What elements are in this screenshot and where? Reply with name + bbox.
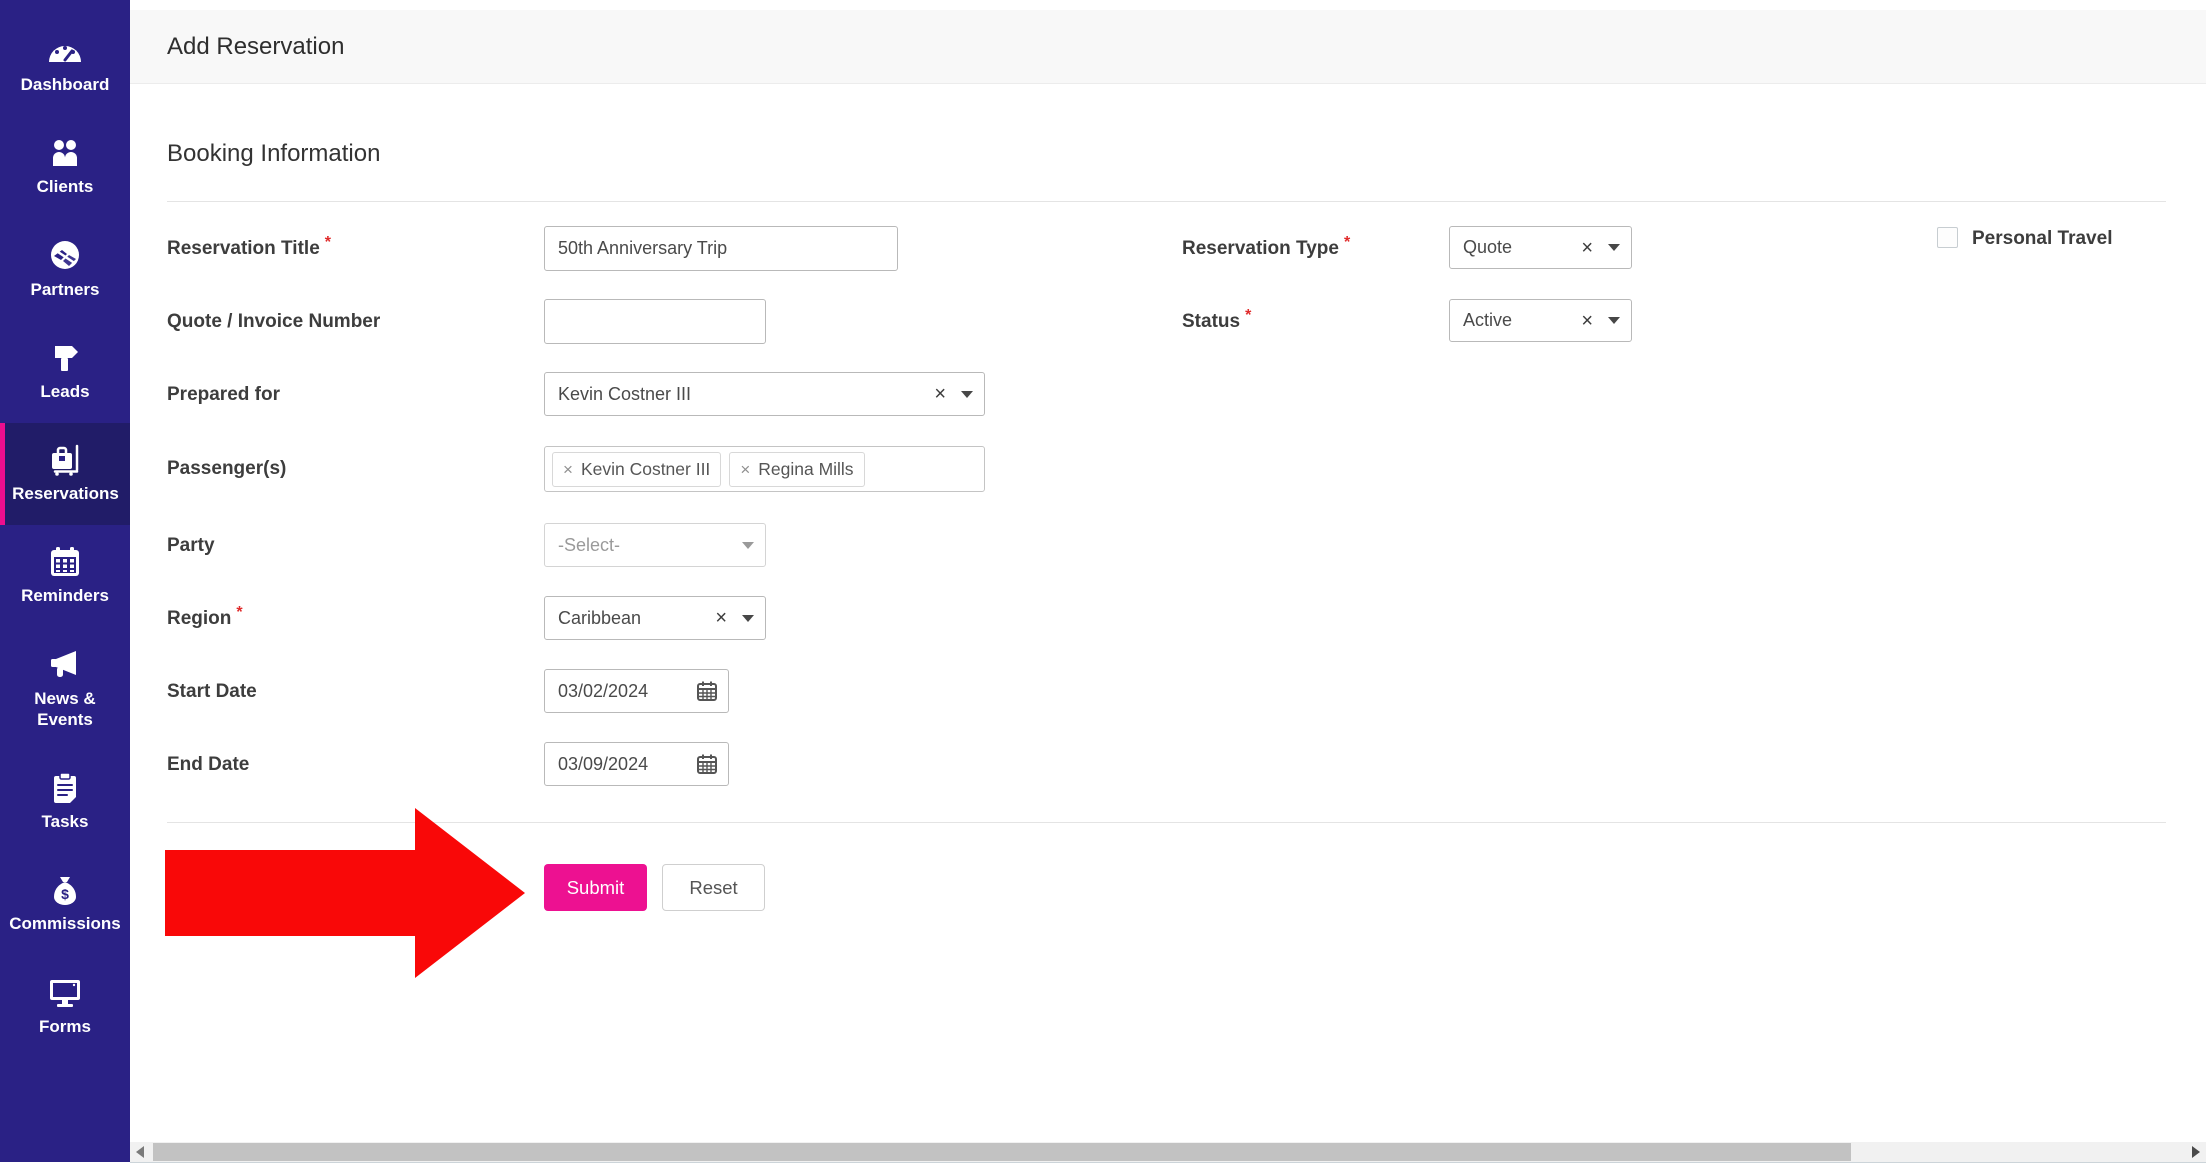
region-label: Region * (167, 603, 243, 629)
sidebar-item-label: Reservations (12, 484, 119, 503)
passengers-label: Passenger(s) (167, 457, 287, 479)
tasks-clipboard-icon (54, 772, 76, 803)
news-megaphone-icon (51, 650, 76, 677)
start-date-label: Start Date (167, 680, 257, 702)
prepared-for-select[interactable]: Kevin Costner III × (544, 372, 985, 416)
clear-selection-icon[interactable]: × (715, 607, 727, 629)
chevron-down-icon[interactable] (742, 614, 754, 622)
sidebar-item-label: Partners (30, 279, 100, 299)
section-title: Booking Information (167, 140, 381, 167)
required-asterisk: * (236, 603, 243, 621)
end-date-label: End Date (167, 753, 250, 775)
sidebar-item-dashboard[interactable]: Dashboard (0, 14, 130, 116)
page-title: Add Reservation (167, 32, 345, 60)
chevron-down-icon[interactable] (742, 541, 754, 549)
sidebar-item-label: Commissions (9, 914, 121, 934)
dashboard-gauge-icon (49, 46, 81, 62)
reset-button[interactable]: Reset (662, 864, 765, 911)
reservation-type-label: Reservation Type * (1182, 233, 1351, 259)
sidebar-item-label: Leads (40, 381, 90, 401)
horizontal-scrollbar[interactable] (130, 1142, 2206, 1163)
partners-handshake-icon (51, 240, 79, 269)
submit-button[interactable]: Submit (544, 864, 647, 911)
prepared-for-label: Prepared for (167, 383, 280, 405)
svg-text:$: $ (61, 886, 69, 902)
sidebar-item-tasks[interactable]: Tasks (0, 751, 130, 853)
page-header: Add Reservation (130, 10, 2206, 84)
required-asterisk: * (1245, 306, 1252, 324)
remove-chip-icon[interactable]: × (563, 459, 573, 479)
calendar-icon[interactable] (696, 680, 718, 702)
sidebar-item-reservations[interactable]: Reservations (0, 423, 130, 526)
required-asterisk: * (1343, 233, 1351, 251)
clear-selection-icon[interactable]: × (1581, 236, 1593, 259)
required-asterisk: * (324, 233, 331, 251)
quote-invoice-label: Quote / Invoice Number (167, 310, 381, 332)
sidebar-item-partners[interactable]: Partners (0, 219, 130, 321)
status-label: Status * (1182, 306, 1252, 332)
party-label: Party (167, 534, 215, 556)
status-select[interactable]: Active × (1449, 299, 1632, 342)
sidebar-nav: Dashboard Clients Partners (0, 0, 130, 1162)
sidebar-item-label: News & Events (34, 688, 96, 729)
chevron-down-icon[interactable] (961, 390, 973, 398)
section-divider (167, 201, 2166, 202)
sidebar-item-news-events[interactable]: News & Events (0, 628, 130, 752)
sidebar-item-label: Tasks (41, 812, 89, 831)
calendar-icon[interactable] (696, 753, 718, 775)
reservation-type-select[interactable]: Quote × (1449, 226, 1632, 269)
passenger-chip-label: Kevin Costner III (580, 458, 711, 479)
party-select[interactable]: -Select- (544, 523, 766, 567)
remove-chip-icon[interactable]: × (740, 459, 751, 479)
clear-selection-icon[interactable]: × (934, 383, 946, 405)
sidebar-item-forms[interactable]: Forms (0, 956, 130, 1058)
red-arrow-annotation (165, 808, 525, 978)
chevron-down-icon[interactable] (1608, 317, 1620, 324)
personal-travel-label: Personal Travel (1972, 228, 2113, 249)
clear-selection-icon[interactable]: × (1581, 309, 1593, 332)
sidebar-item-commissions[interactable]: $ Commissions (0, 853, 130, 955)
scrollbar-thumb[interactable] (153, 1143, 1851, 1161)
scrollbar-left-arrow-icon[interactable] (130, 1142, 150, 1162)
personal-travel-checkbox[interactable] (1937, 227, 1958, 248)
forms-monitor-icon (50, 979, 80, 1007)
reservations-luggage-icon (51, 444, 78, 476)
sidebar-item-label: Dashboard (20, 75, 110, 94)
end-date-input[interactable]: 03/09/2024 (544, 742, 729, 786)
sidebar-item-label: Forms (39, 1016, 91, 1036)
footer-divider (167, 822, 2166, 823)
passengers-multiselect[interactable]: × Kevin Costner III × Regina Mills (544, 446, 985, 492)
clients-people-icon (53, 140, 77, 167)
sidebar-item-clients[interactable]: Clients (0, 116, 130, 218)
start-date-input[interactable]: 03/02/2024 (544, 669, 729, 713)
sidebar-item-label: Clients (36, 177, 94, 197)
sidebar-item-reminders[interactable]: Reminders (0, 525, 130, 627)
passenger-chip[interactable]: × Kevin Costner III (552, 451, 722, 487)
reminders-calendar-icon (51, 547, 79, 577)
sidebar-item-leads[interactable]: Leads (0, 321, 130, 423)
main-content: Add Reservation Booking Information Rese… (130, 0, 2206, 1174)
reservation-title-input[interactable]: 50th Anniversary Trip (544, 226, 898, 271)
passenger-chip-label: Regina Mills (758, 458, 854, 479)
commissions-moneybag-icon: $ (54, 877, 76, 906)
leads-signpost-icon (55, 345, 78, 371)
quote-invoice-input[interactable] (544, 299, 766, 344)
chevron-down-icon[interactable] (1608, 244, 1620, 251)
reservation-title-label: Reservation Title * (167, 233, 331, 259)
scrollbar-right-arrow-icon[interactable] (2186, 1142, 2206, 1162)
region-select[interactable]: Caribbean × (544, 596, 766, 640)
passenger-chip[interactable]: × Regina Mills (729, 451, 865, 487)
sidebar-item-label: Reminders (21, 586, 109, 606)
